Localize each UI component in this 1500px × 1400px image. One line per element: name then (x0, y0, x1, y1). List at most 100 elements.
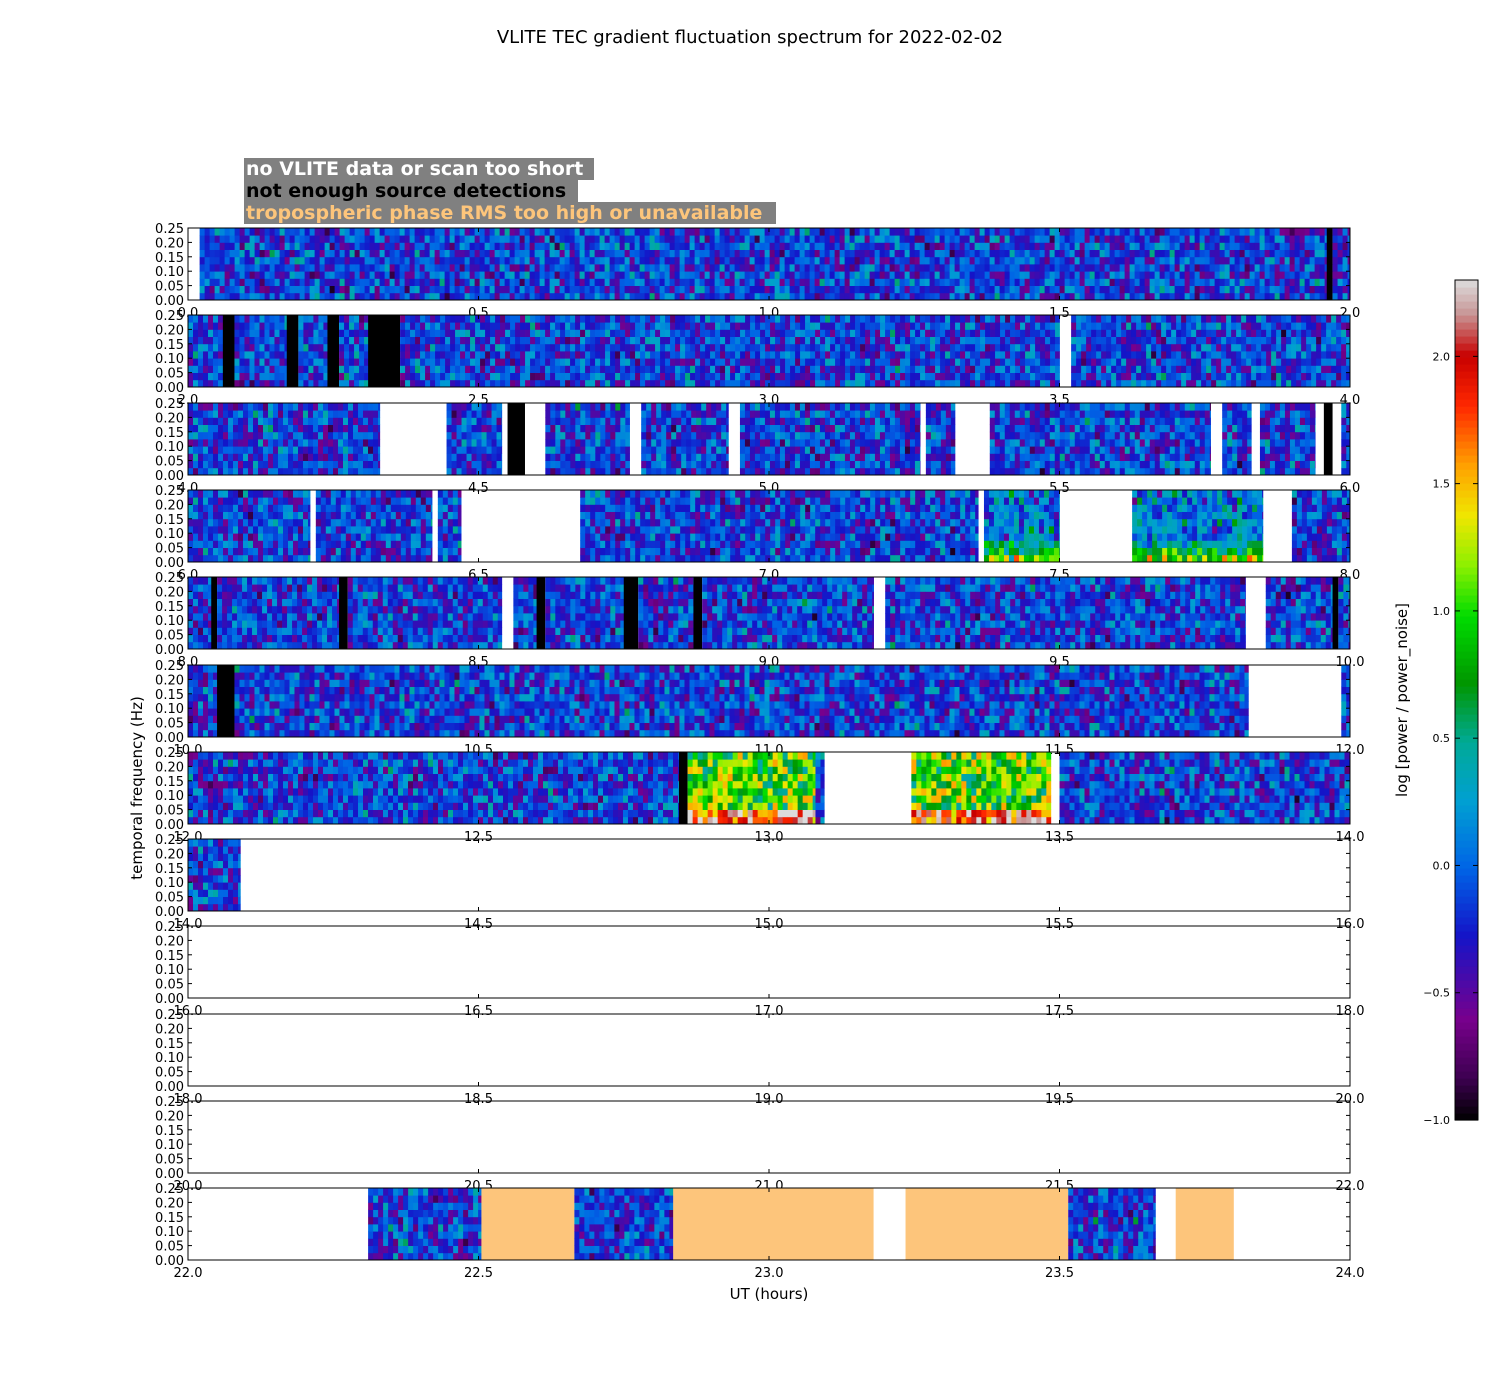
y-tick-label: 0.05 (155, 280, 184, 295)
spectrum-segment (815, 752, 825, 825)
y-tick-label: 0.20 (155, 760, 184, 775)
x-tick-label: 16.0 (1336, 917, 1365, 932)
x-tick-label: 4.5 (468, 481, 489, 496)
y-tick-label: 0.20 (155, 1022, 184, 1037)
y-tick-label: 0.20 (155, 498, 184, 513)
y-tick-label: 0.20 (155, 1196, 184, 1211)
spectrum-segment (339, 315, 369, 388)
spectrum-segment (234, 315, 288, 388)
colorbar: −1.0 −0.5 0.0 0.5 1.0 1.5 2.0 log [power / powe… (1393, 279, 1479, 1127)
y-tick-label: 0.10 (155, 352, 184, 367)
y-tick-label: 0.20 (155, 585, 184, 600)
y-tick-label: 0.10 (155, 527, 184, 542)
y-tick-label: 0.05 (155, 1066, 184, 1081)
x-tick-label: 17.0 (755, 1004, 784, 1019)
x-tick-label: 18.0 (1336, 1004, 1365, 1019)
tropo-rms-block (673, 1188, 874, 1260)
colorbar-tick-label: −1.0 (1423, 1114, 1450, 1127)
y-tick-label: 0.00 (155, 469, 184, 484)
no-detections-block (327, 315, 340, 387)
spectrum-segment (368, 1188, 482, 1261)
panel-6-8h: 0.000.050.100.150.200.256.0 6.5 7.0 7.5 8.0 (155, 484, 1360, 583)
spectrum-segment (217, 577, 340, 650)
x-tick-label: 24.0 (1336, 1266, 1365, 1281)
legend-item-label: tropospheric phase RMS too high or unava… (246, 202, 762, 224)
y-tick-label: 0.05 (155, 629, 184, 644)
no-detections-block (536, 577, 546, 649)
y-tick-label: 0.25 (155, 397, 184, 412)
y-tick-label: 0.15 (155, 338, 184, 353)
y-tick-label: 0.15 (155, 600, 184, 615)
y-tick-label: 0.15 (155, 775, 184, 790)
panel-2-4h: 0.000.050.100.150.200.252.0 2.5 3.0 3.5 4.0 (155, 309, 1360, 408)
y-tick-label: 0.15 (155, 949, 184, 964)
x-tick-label: 20.0 (174, 1179, 203, 1194)
x-tick-label: 14.5 (464, 917, 493, 932)
x-tick-label: 12.5 (464, 830, 493, 845)
legend-box (244, 180, 578, 202)
legend-box (244, 202, 776, 224)
spectrum-segment (911, 752, 1052, 825)
y-tick-label: 0.00 (155, 818, 184, 833)
spectrum-segment (739, 403, 921, 476)
y-tick-label: 0.05 (155, 367, 184, 382)
spectrum-segment (188, 577, 212, 650)
x-tick-label: 15.5 (1045, 917, 1074, 932)
no-detections-block (286, 315, 299, 387)
panel-0-2h: 0.000.050.100.150.200.250.0 0.5 1.0 1.5 2.0 (155, 222, 1360, 321)
y-tick-label: 0.00 (155, 905, 184, 920)
y-tick-label: 0.20 (155, 236, 184, 251)
spectrum-segment (1341, 403, 1351, 476)
y-tick-label: 0.15 (155, 426, 184, 441)
x-tick-label: 18.0 (174, 1092, 203, 1107)
y-tick-label: 0.25 (155, 1095, 184, 1110)
y-tick-label: 0.20 (155, 323, 184, 338)
spectrum-segment (1071, 315, 1351, 388)
panel-8-10h: 0.000.050.100.150.200.258.0 8.5 9.0 9.5 10.0 (155, 571, 1364, 670)
spectrum-segment (400, 315, 1060, 388)
y-tick-label: 0.05 (155, 1153, 184, 1168)
no-detections-block (693, 577, 703, 649)
x-tick-label: 16.0 (174, 1004, 203, 1019)
colorbar-tick-label: 2.0 (1433, 350, 1451, 363)
y-tick-label: 0.10 (155, 1051, 184, 1066)
y-tick-label: 0.10 (155, 789, 184, 804)
x-tick-label: 15.0 (755, 917, 784, 932)
spectrum-segment (925, 403, 956, 476)
tropo-rms-block (905, 1188, 1069, 1260)
spectrum-segment (580, 490, 979, 563)
y-tick-label: 0.00 (155, 556, 184, 571)
no-detections-block (211, 577, 218, 649)
legend-box (244, 158, 594, 180)
y-tick-label: 0.20 (155, 673, 184, 688)
spectrum-segment (347, 577, 503, 650)
colorbar-tick-label: 1.0 (1433, 605, 1451, 618)
x-tick-label: 22.0 (1336, 1179, 1365, 1194)
x-tick-label: 16.5 (464, 1004, 493, 1019)
y-tick-label: 0.05 (155, 455, 184, 470)
spectrum-segment (1132, 490, 1264, 563)
spectrum-segment (199, 228, 1328, 301)
spectrum-segment (1265, 577, 1333, 650)
no-detections-block (368, 315, 401, 387)
y-tick-label: 0.15 (155, 862, 184, 877)
spectrum-segment (1059, 752, 1351, 825)
y-tick-label: 0.20 (155, 847, 184, 862)
no-detections-block (339, 577, 348, 649)
spectrum-segment (188, 752, 680, 825)
y-tick-label: 0.15 (155, 251, 184, 266)
spectrum-segment (234, 665, 1249, 738)
spectrum-segment (983, 490, 1060, 563)
y-tick-label: 0.25 (155, 833, 184, 848)
y-tick-label: 0.25 (155, 222, 184, 237)
x-tick-label: 19.0 (755, 1092, 784, 1107)
y-tick-label: 0.05 (155, 1240, 184, 1255)
y-tick-label: 0.15 (155, 688, 184, 703)
y-tick-label: 0.20 (155, 1109, 184, 1124)
heatmap-panels: 0.000.050.100.150.200.250.0 0.5 1.0 1.5 2.00… (155, 222, 1364, 1281)
tropo-rms-block (481, 1188, 575, 1260)
